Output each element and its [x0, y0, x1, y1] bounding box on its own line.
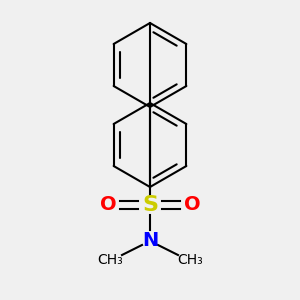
Text: O: O	[184, 196, 200, 214]
Text: CH₃: CH₃	[97, 253, 123, 267]
Text: O: O	[100, 196, 116, 214]
Text: S: S	[142, 195, 158, 215]
Text: N: N	[142, 230, 158, 250]
Text: CH₃: CH₃	[177, 253, 203, 267]
